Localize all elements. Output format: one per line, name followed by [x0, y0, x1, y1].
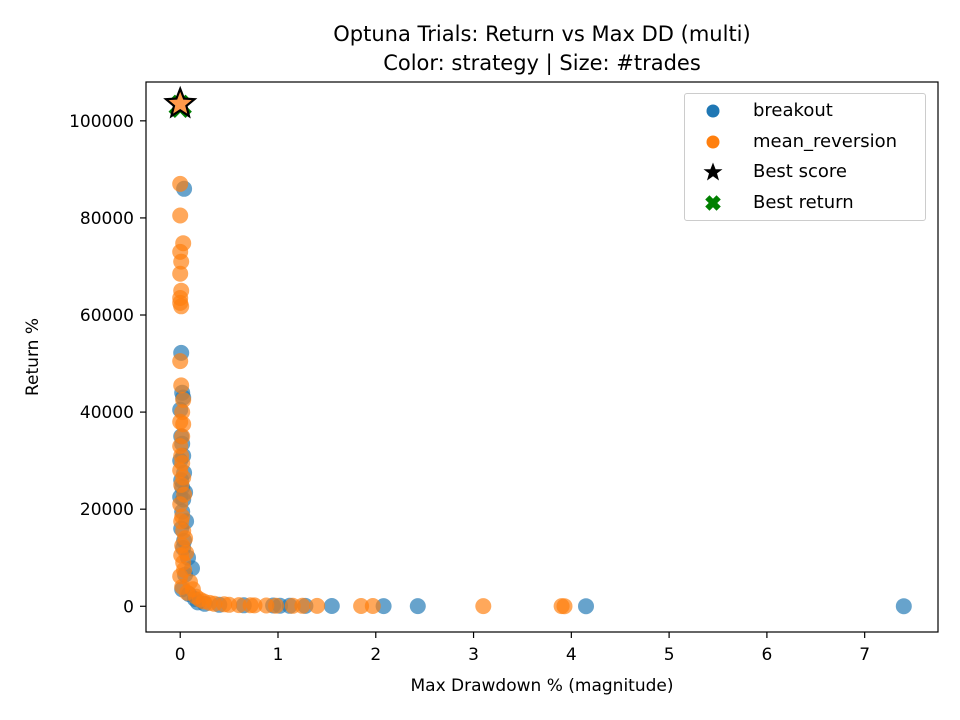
points-layer — [172, 175, 912, 615]
data-point — [175, 392, 192, 408]
data-point — [323, 598, 340, 614]
x-axis-label: Max Drawdown % (magnitude) — [410, 676, 674, 696]
x-tick-label: 5 — [664, 645, 675, 665]
data-point — [230, 597, 247, 614]
data-point — [172, 207, 189, 224]
x-tick-label: 6 — [761, 645, 772, 665]
x-tick-label: 1 — [273, 645, 284, 665]
data-point — [364, 598, 381, 614]
x-tick-label: 7 — [859, 645, 870, 665]
legend-label: Best score — [753, 161, 847, 182]
data-point — [246, 597, 263, 614]
data-point — [353, 598, 370, 614]
x-tick-label: 2 — [370, 645, 381, 665]
legend-item-best-score: Best score — [685, 157, 925, 187]
x-axis-ticks: 0 1 2 3 4 5 6 7 — [175, 632, 870, 665]
data-point — [172, 496, 189, 513]
legend: breakout mean_reversion Best score Best … — [684, 93, 926, 221]
legend-item-best-return: Best return — [685, 188, 925, 218]
data-point — [578, 598, 594, 615]
data-point — [175, 416, 192, 433]
data-point — [475, 598, 492, 615]
data-point — [309, 597, 326, 614]
x-tick-label: 0 — [175, 645, 186, 665]
plot-frame — [145, 81, 939, 633]
legend-item-breakout: breakout — [685, 96, 925, 126]
data-point — [173, 377, 190, 394]
y-tick-label: 0 — [123, 597, 134, 617]
y-axis-ticks: 0 20000 40000 60000 80000 100000 — [69, 112, 146, 617]
x-tick-label: 4 — [566, 645, 577, 665]
legend-label: mean_reversion — [753, 131, 898, 152]
x-mark-icon — [705, 195, 721, 211]
best-markers-layer — [163, 85, 198, 119]
legend-label: breakout — [753, 100, 833, 121]
star-icon — [703, 162, 723, 181]
data-point — [173, 298, 190, 315]
data-point — [409, 598, 426, 615]
data-point — [268, 597, 284, 614]
legend-dot-icon — [706, 104, 720, 118]
data-point — [173, 253, 190, 270]
chart-title: Optuna Trials: Return vs Max DD (multi) — [333, 22, 751, 46]
chart-subtitle: Color: strategy | Size: #trades — [383, 51, 701, 75]
data-point — [172, 175, 189, 192]
y-tick-label: 100000 — [69, 112, 134, 132]
data-point — [895, 598, 912, 615]
legend-item-mean-reversion: mean_reversion — [685, 127, 925, 157]
data-point — [172, 265, 189, 282]
best-score-marker — [163, 85, 198, 119]
legend-label: Best return — [753, 192, 854, 213]
legend-dot-icon — [706, 135, 720, 149]
y-tick-label: 80000 — [80, 209, 134, 229]
x-tick-label: 3 — [468, 645, 479, 665]
y-axis-label: Return % — [23, 318, 43, 396]
y-tick-label: 60000 — [80, 306, 134, 326]
data-point — [294, 597, 311, 614]
y-tick-label: 20000 — [80, 500, 134, 520]
data-point — [172, 353, 189, 370]
data-point — [556, 598, 573, 615]
y-tick-label: 40000 — [80, 403, 134, 423]
